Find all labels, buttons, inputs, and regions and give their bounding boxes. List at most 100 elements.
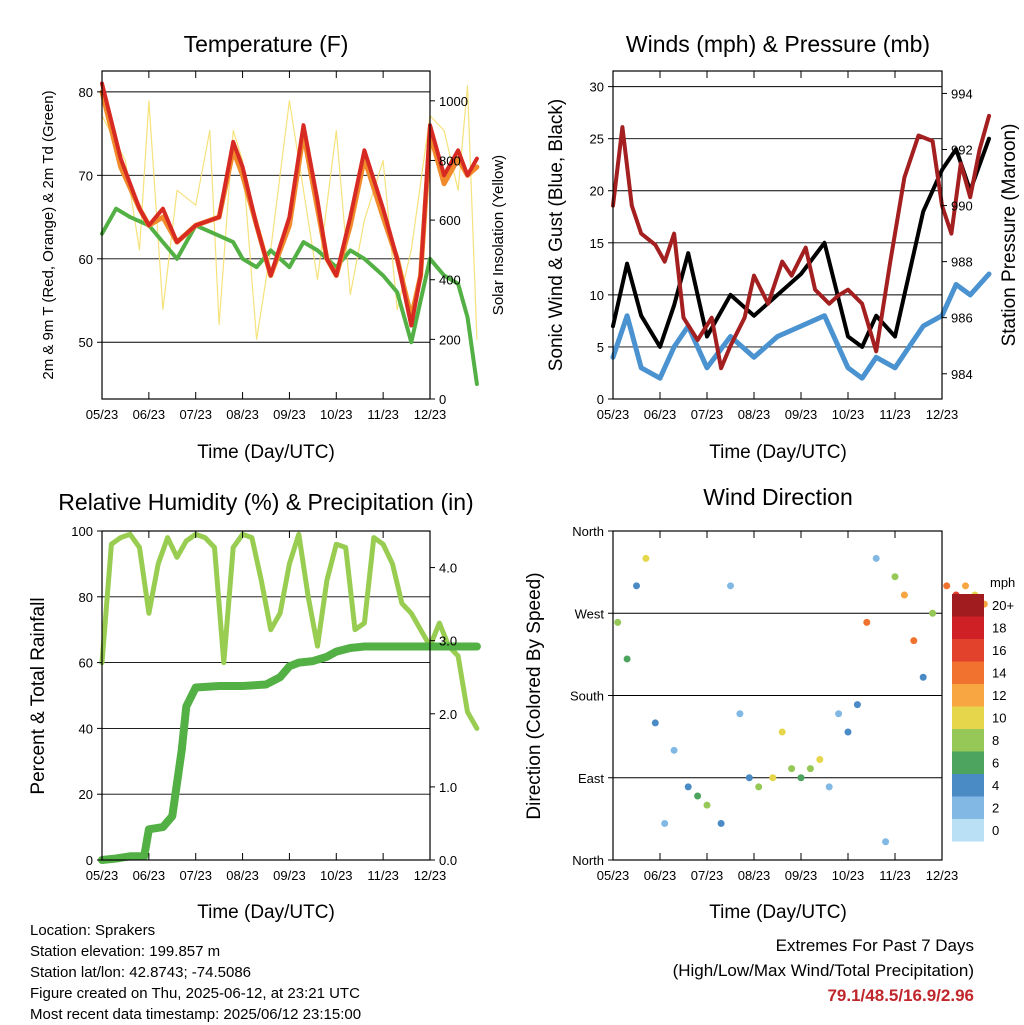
direction-point [825,783,833,791]
legend-label: 2 [992,801,999,816]
plot-frame [612,70,943,400]
y-right-tick-label: 1.0 [439,780,457,795]
direction-point [684,783,692,791]
winds-ylabel-right: Station Pressure (Maroon) [999,124,1020,347]
x-tick-label: 12/23 [414,868,447,883]
x-tick-label: 05/23 [597,868,630,883]
direction-point [919,673,927,681]
wind-direction-ylabel: Direction (Colored By Speed) [524,572,545,819]
speed-legend: mph 20+ 18 16 14 12 10 8 6 4 2 0 [952,575,1015,842]
y-right-tick-label: 990 [951,199,973,214]
y-right-tick-label: 992 [951,142,973,157]
x-tick-label: 05/23 [86,868,119,883]
legend-label: 8 [992,733,999,748]
direction-point [623,655,631,663]
direction-point [853,701,861,709]
winds-title: Winds (mph) & Pressure (mb) [626,31,930,57]
plot-frame [101,70,431,400]
y-right-tick-label: 800 [439,153,461,168]
y-tick-label: 20 [590,184,604,199]
y-tick-label: 5 [597,340,604,355]
wind-direction-panel: Wind Direction Time (Day/UTC) Direction … [524,484,1015,923]
x-tick-label: 06/23 [644,407,677,422]
solar-line [101,85,478,340]
legend-label: 14 [992,666,1006,681]
y-right-tick-label: 4.0 [439,561,457,576]
temperature-title: Temperature (F) [184,31,349,57]
wind-direction-title: Wind Direction [703,484,853,510]
direction-point [835,710,843,718]
y-right-tick-label: 600 [439,213,461,228]
legend-label: 6 [992,756,999,771]
y-tick-label: 100 [71,524,93,539]
direction-point [962,582,969,590]
x-tick-label: 08/23 [226,407,259,422]
y-tick-label: South [570,689,604,704]
direction-point [633,582,640,590]
y-tick-label: North [572,853,604,868]
x-tick-label: 05/23 [597,407,630,422]
legend-swatch [952,706,984,729]
direction-point [788,765,796,773]
x-tick-label: 10/23 [320,407,353,422]
x-tick-label: 08/23 [226,868,259,883]
y-tick-label: 60 [79,656,93,671]
y-tick-label: 10 [590,288,604,303]
location-text: Location: Sprakers [30,922,156,939]
legend-label: 20+ [992,598,1014,613]
legend-swatch [952,594,984,617]
x-tick-label: 11/23 [879,407,911,422]
y-tick-label: West [575,606,605,621]
direction-point [661,819,669,827]
y-right-tick-label: 200 [439,332,461,347]
pressure-line [611,113,991,371]
extremes-heading: Extremes For Past 7 Days [775,936,974,955]
humidity-title: Relative Humidity (%) & Precipitation (i… [58,489,473,515]
direction-point [797,774,805,782]
direction-point [778,728,786,736]
x-tick-label: 09/23 [273,868,306,883]
x-tick-label: 09/23 [785,407,818,422]
legend-swatch [952,751,984,774]
x-tick-label: 11/23 [367,868,399,883]
elevation-text: Station elevation: 199.857 m [30,943,221,960]
y-right-tick-label: 400 [439,273,461,288]
y-tick-label: North [572,524,604,539]
humidity-xlabel: Time (Day/UTC) [197,902,335,923]
x-tick-label: 08/23 [738,407,771,422]
direction-point [891,573,899,581]
station-info: Location: Sprakers Station elevation: 19… [30,920,361,1025]
x-tick-label: 07/23 [179,868,212,883]
direction-point [651,719,659,727]
dewpoint-line [100,206,479,386]
temperature-ylabel-right: Solar Insolation (Yellow) [490,155,507,315]
legend-swatch [952,684,984,707]
y-tick-label: 0 [86,853,93,868]
x-tick-label: 05/23 [86,407,119,422]
x-tick-label: 12/23 [414,407,447,422]
x-tick-label: 07/23 [691,407,724,422]
winds-pressure-panel: Winds (mph) & Pressure (mb) Time (Day/UT… [546,31,1020,463]
extremes-subheading: (High/Low/Max Wind/Total Precipitation) [672,961,974,980]
humidity-precip-panel: Relative Humidity (%) & Precipitation (i… [28,489,481,923]
x-tick-label: 08/23 [738,868,771,883]
direction-point [727,582,734,590]
legend-swatch [952,616,984,639]
y-tick-label: 80 [79,85,93,100]
y-right-tick-label: 988 [951,255,973,270]
plot-frame [101,530,431,861]
x-tick-label: 10/23 [832,407,865,422]
x-tick-label: 06/23 [644,868,677,883]
legend-swatch [952,796,984,819]
created-text: Figure created on Thu, 2025-06-12, at 23… [30,985,360,1002]
legend-label: 18 [992,621,1006,636]
legend-label: 0 [992,823,999,838]
winds-xlabel: Time (Day/UTC) [709,442,847,463]
wind-line [610,271,992,381]
plot-frame [612,530,943,861]
y-right-tick-label: 986 [951,311,973,326]
rh-line [99,531,480,731]
legend-swatch [952,639,984,662]
direction-point [614,618,622,626]
